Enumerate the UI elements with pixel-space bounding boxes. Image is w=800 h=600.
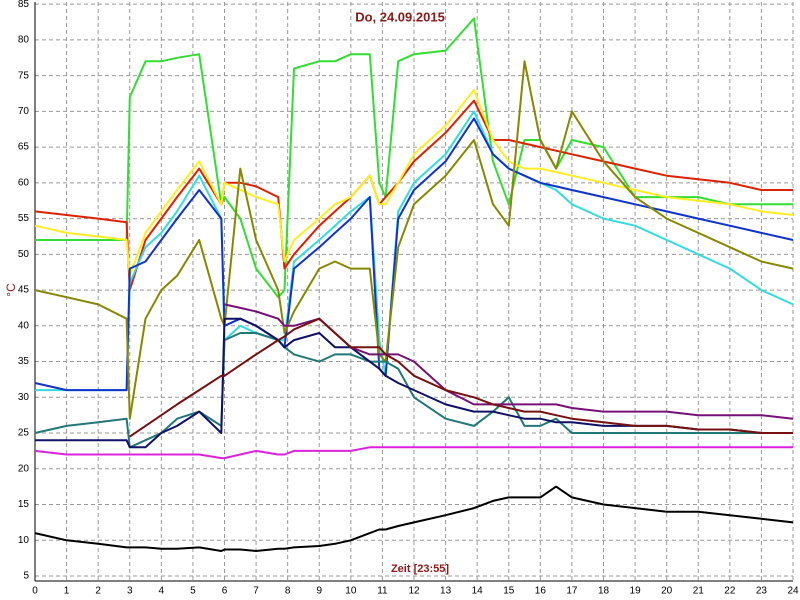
x-tick-label: 16 [535,586,547,597]
x-tick-label: 6 [222,586,228,597]
chart-title: Do, 24.09.2015 [355,9,445,24]
x-tick-label: 2 [95,586,101,597]
x-axis-label: Zeit [23:55] [391,563,449,575]
y-axis-label: °C [4,283,18,297]
x-tick-label: 0 [32,586,38,597]
y-tick-label: 35 [18,356,30,367]
series-line [34,117,794,392]
x-tick-label: 13 [440,586,452,597]
x-tick-label: 17 [566,586,578,597]
y-tick-label: 40 [18,320,30,331]
x-tick-label: 9 [316,586,322,597]
y-tick-label: 20 [18,463,30,474]
y-tick-label: 70 [18,106,30,117]
x-tick-label: 24 [787,586,799,597]
y-tick-label: 30 [18,392,30,403]
x-tick-label: 5 [190,586,196,597]
y-tick-label: 55 [18,213,30,224]
x-tick-label: 4 [159,586,165,597]
x-tick-label: 22 [724,586,736,597]
series-line [34,88,794,277]
x-tick-label: 19 [630,586,642,597]
y-tick-label: 15 [18,499,30,510]
x-tick-label: 11 [377,586,388,597]
y-tick-label: 45 [18,285,30,296]
x-tick-label: 15 [503,586,515,597]
x-tick-label: 21 [693,586,705,597]
x-tick-label: 20 [661,586,673,597]
y-tick-label: 65 [18,142,30,153]
series-line [34,485,794,552]
y-tick-label: 60 [18,177,30,188]
x-tick-label: 3 [127,586,133,597]
x-tick-label: 7 [253,586,259,597]
y-tick-label: 80 [18,35,30,46]
x-tick-label: 1 [64,586,70,597]
y-tick-label: 85 [18,0,30,10]
y-tick-label: 75 [18,70,30,81]
series-line [34,60,794,420]
series-line [35,317,793,449]
x-tick-label: 10 [345,586,357,597]
x-tick-label: 8 [285,586,291,597]
x-tick-label: 18 [598,586,610,597]
series-line [129,317,793,438]
x-tick-label: 14 [472,586,484,597]
x-tick-label: 12 [408,586,420,597]
y-tick-label: 25 [18,428,30,439]
x-tick-label: 23 [756,586,768,597]
y-tick-label: 50 [18,249,30,260]
y-tick-label: 5 [23,571,29,582]
series-line [34,446,793,460]
y-tick-label: 10 [18,535,30,546]
